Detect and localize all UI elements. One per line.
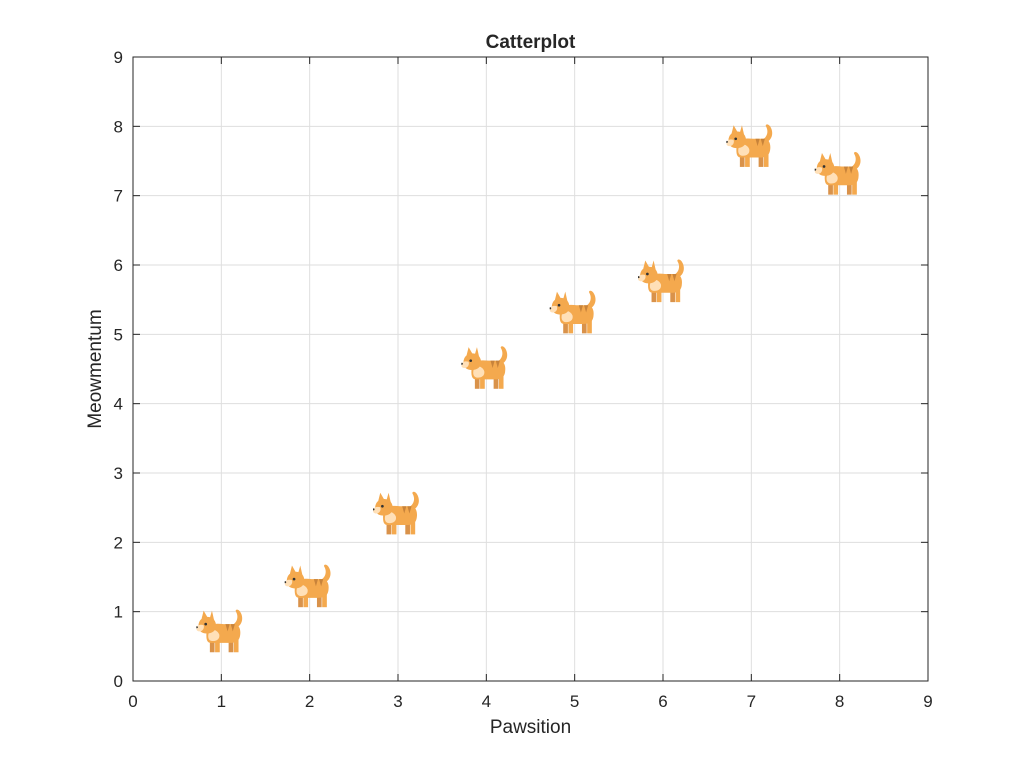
y-tick-label: 9: [114, 48, 123, 67]
cat-icon: [726, 124, 773, 167]
cat-icon: [549, 290, 596, 334]
y-tick-label: 8: [114, 117, 123, 136]
x-tick-label: 4: [482, 692, 491, 711]
y-tick-label: 6: [114, 256, 123, 275]
y-tick-label: 5: [114, 325, 123, 344]
y-tick-label: 0: [114, 672, 123, 691]
y-tick-label: 3: [114, 464, 123, 483]
cat-icon: [196, 609, 243, 653]
cat-icon: [461, 346, 508, 389]
cat-icon: [284, 564, 331, 608]
cat-icon: [814, 152, 861, 195]
plot-area: 0 1 2 3 4 5 6 7 8 9 0 1 2 3 4 5 6 7 8 9: [114, 48, 933, 711]
y-tick-label: 1: [114, 603, 123, 622]
x-tick-label: 9: [923, 692, 932, 711]
axes-frame: [132, 56, 929, 682]
x-tick-label: 3: [393, 692, 402, 711]
y-tick-label: 7: [114, 187, 123, 206]
x-axis-label: Pawsition: [490, 717, 571, 738]
ticks: 0 1 2 3 4 5 6 7 8 9 0 1 2 3 4 5 6 7 8 9: [114, 48, 933, 711]
x-tick-label: 8: [835, 692, 844, 711]
cat-icon: [638, 259, 684, 303]
x-tick-label: 2: [305, 692, 314, 711]
x-tick-label: 5: [570, 692, 579, 711]
chart-title: Catterplot: [486, 32, 576, 53]
x-tick-label: 0: [128, 692, 137, 711]
grid: [132, 56, 929, 682]
x-tick-label: 6: [658, 692, 667, 711]
cat-icon: [373, 491, 419, 535]
y-tick-label: 2: [114, 533, 123, 552]
y-tick-label: 4: [114, 395, 123, 414]
markers: [196, 124, 861, 653]
x-tick-label: 7: [747, 692, 756, 711]
x-tick-label: 1: [217, 692, 226, 711]
y-axis-label: Meowmentum: [85, 309, 106, 428]
